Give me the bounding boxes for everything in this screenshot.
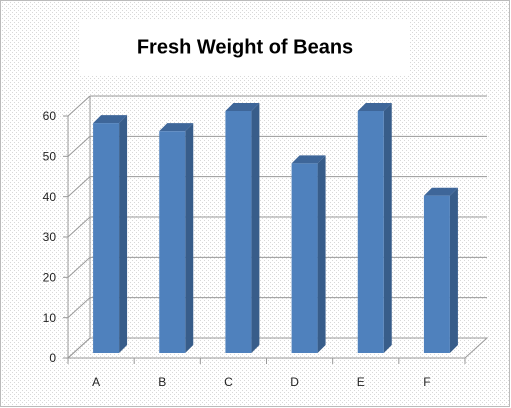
bar — [159, 131, 186, 353]
grid-line — [67, 256, 91, 278]
x-tick-label: F — [423, 375, 430, 389]
bar-side — [383, 103, 392, 353]
grid-line — [67, 297, 91, 319]
y-tick-label: 40 — [43, 190, 57, 204]
y-tick-label: 10 — [43, 311, 57, 325]
bar-side — [449, 187, 458, 353]
bar-top — [423, 187, 458, 196]
bar-3d — [225, 103, 260, 353]
bar-3d — [159, 123, 194, 354]
bar — [423, 195, 450, 353]
y-tick-label: 50 — [43, 150, 57, 164]
bar-top — [291, 155, 326, 164]
x-tick-label: C — [224, 375, 233, 389]
bar-side — [251, 103, 260, 353]
y-tick-label: 60 — [43, 109, 57, 123]
x-tick-label: D — [290, 375, 299, 389]
bar-3d — [93, 115, 128, 353]
bar — [357, 111, 384, 353]
y-tick-label: 20 — [43, 271, 57, 285]
title-box — [80, 20, 410, 76]
bar-side — [317, 155, 326, 353]
x-tick-label: E — [357, 375, 365, 389]
bar — [291, 163, 318, 353]
x-tick-label: B — [158, 375, 166, 389]
grid-line — [67, 135, 91, 157]
bar-side — [119, 115, 128, 353]
bar-3d — [357, 103, 392, 353]
chart-title: Fresh Weight of Beans — [137, 36, 353, 58]
grid-line — [67, 337, 91, 359]
grid-line — [67, 176, 91, 198]
y-tick-label: 0 — [49, 351, 56, 365]
plot-area: 0 10 20 30 40 50 60 A B C D E F — [43, 95, 489, 389]
bar — [225, 111, 252, 353]
bar-top — [225, 103, 260, 111]
bar-top — [93, 115, 128, 124]
x-tick-label: A — [92, 375, 100, 389]
bar-top — [357, 103, 392, 111]
bar-3d — [423, 187, 458, 353]
bar — [93, 123, 120, 353]
y-tick-label: 30 — [43, 230, 57, 244]
bar-side — [185, 123, 194, 354]
grid-line — [67, 95, 91, 117]
grid-line — [67, 216, 91, 238]
bar-top — [159, 123, 194, 132]
bar-3d — [291, 155, 326, 353]
